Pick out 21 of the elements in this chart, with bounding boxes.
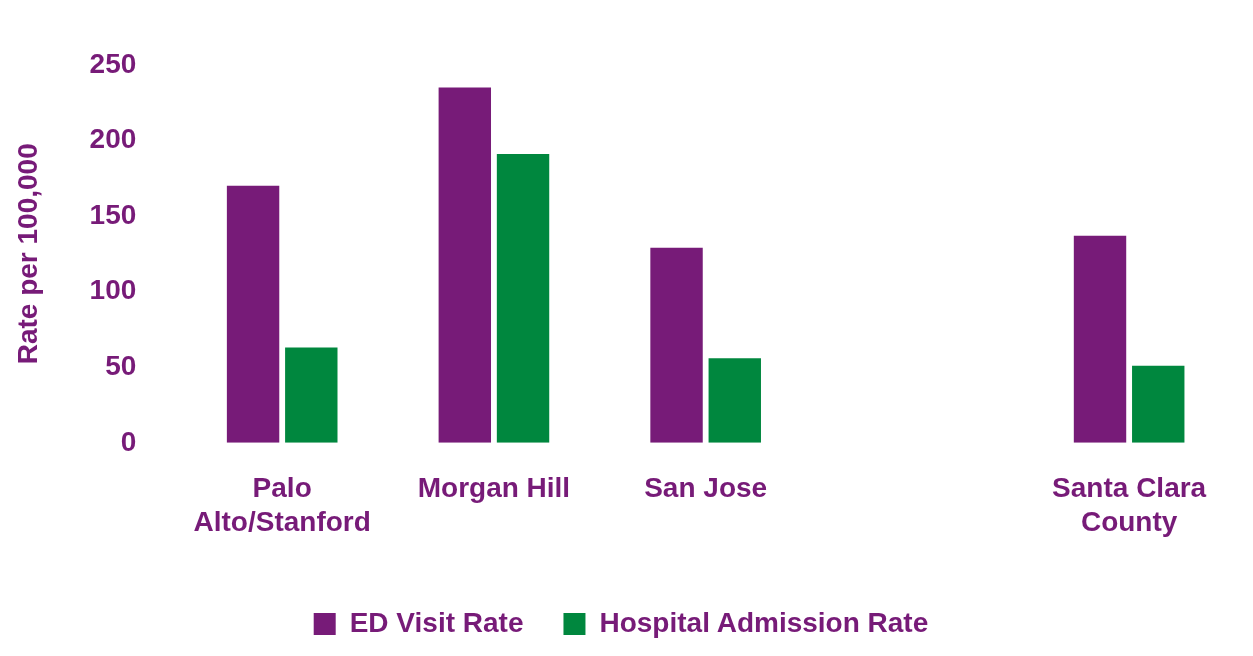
- y-tick-label: 250: [89, 47, 137, 79]
- bar: [1073, 235, 1127, 443]
- y-tick-label: 0: [120, 425, 137, 457]
- bar: [650, 247, 703, 443]
- legend-label: Hospital Admission Rate: [599, 606, 929, 638]
- bar: [285, 347, 338, 443]
- legend-label: ED Visit Rate: [349, 606, 524, 638]
- y-tick-label: 150: [89, 198, 137, 230]
- y-tick-label: 50: [105, 349, 137, 381]
- y-axis-title: Rate per 100,000: [11, 143, 43, 365]
- x-tick-label: Morgan Hill: [417, 472, 571, 504]
- bar: [1132, 365, 1185, 443]
- y-tick-label: 100: [89, 274, 137, 306]
- bar: [496, 154, 550, 443]
- x-tick-label: Santa Clara County: [1052, 472, 1207, 537]
- bar: [708, 358, 761, 443]
- bar: [226, 185, 280, 443]
- bar: [438, 87, 492, 443]
- x-tick-label: Palo Alto/Stanford: [193, 472, 371, 537]
- y-tick-label: 200: [89, 123, 137, 155]
- x-tick-label: San Jose: [644, 472, 768, 504]
